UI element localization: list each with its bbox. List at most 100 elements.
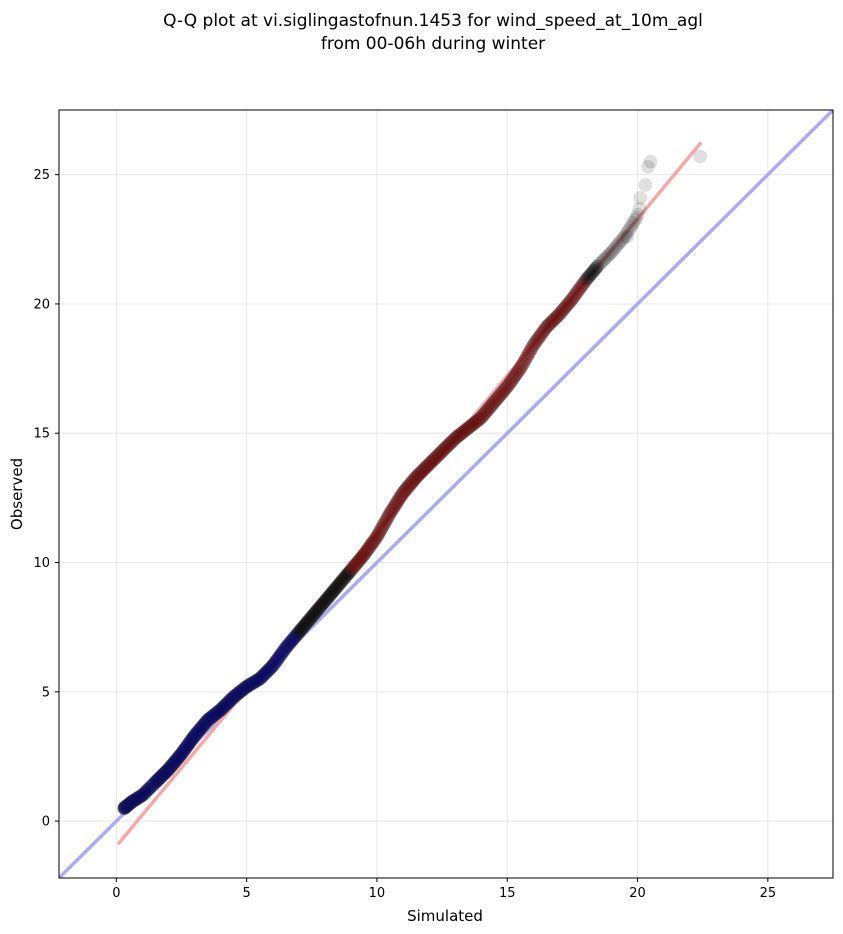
qq-point [265, 659, 280, 674]
qq-point [142, 781, 156, 796]
qq-point [141, 782, 156, 797]
qq-point [167, 755, 182, 770]
qq-point [127, 793, 142, 808]
qq-point [216, 700, 231, 714]
qq-point [302, 612, 317, 627]
qq-point [221, 695, 236, 709]
qq-point [224, 692, 239, 707]
qq-point [449, 430, 464, 445]
qq-point [569, 286, 584, 301]
qq-point [123, 795, 138, 810]
qq-point [457, 424, 472, 438]
qq-point [594, 255, 609, 270]
qq-point [219, 697, 233, 712]
qq-point [155, 768, 170, 782]
qq-point [252, 672, 267, 686]
qq-point [146, 777, 161, 792]
qq-point [197, 717, 212, 731]
qq-point [170, 751, 185, 766]
qq-point [257, 667, 272, 681]
qq-point [129, 791, 144, 806]
qq-point [498, 382, 512, 397]
qq-point [394, 487, 409, 502]
qq-point [578, 274, 592, 289]
qq-point [540, 319, 555, 334]
qq-point [620, 225, 634, 240]
qq-point [119, 799, 134, 814]
qq-point [162, 761, 177, 775]
qq-point [477, 406, 492, 421]
qq-point [391, 493, 405, 508]
qq-point [195, 719, 210, 733]
qq-point [179, 740, 194, 755]
qq-point [602, 247, 616, 262]
qq-point [437, 441, 452, 456]
qq-point [633, 190, 648, 205]
qq-point [445, 434, 460, 448]
qq-point [643, 154, 658, 169]
qq-point [170, 752, 184, 767]
qq-point [324, 586, 339, 601]
qq-point [427, 452, 442, 466]
qq-point [507, 369, 522, 384]
qq-point [326, 584, 341, 598]
qq-point [118, 800, 133, 815]
qq-point [358, 545, 373, 560]
qq-point [344, 562, 359, 577]
qq-point [399, 481, 414, 496]
qq-point [145, 778, 160, 792]
qq-point [179, 739, 194, 754]
qq-point [120, 798, 135, 813]
qq-point [117, 800, 132, 815]
qq-point [126, 793, 141, 808]
qq-point [536, 324, 550, 339]
qq-point [469, 414, 484, 429]
qq-point [332, 577, 346, 592]
qq-point [251, 672, 266, 687]
qq-point [468, 415, 483, 430]
qq-point [229, 687, 244, 702]
qq-point [277, 642, 292, 657]
qq-point [117, 800, 132, 815]
qq-point [570, 284, 585, 299]
qq-point [363, 539, 378, 553]
qq-point [346, 559, 361, 574]
qq-point [325, 585, 340, 600]
qq-point [357, 547, 372, 562]
qq-point [232, 685, 247, 700]
qq-point [380, 511, 394, 526]
qq-point [472, 412, 487, 427]
qq-point [131, 790, 146, 805]
qq-point [509, 367, 523, 382]
qq-point [239, 679, 254, 694]
qq-point [140, 783, 154, 798]
qq-point [618, 228, 633, 242]
qq-point [400, 479, 415, 494]
qq-point [234, 683, 249, 698]
qq-point [272, 649, 287, 664]
qq-point [128, 792, 143, 807]
qq-point [149, 774, 164, 789]
qq-point [159, 764, 174, 779]
qq-point [528, 334, 543, 349]
qq-point [300, 615, 315, 630]
qq-point [382, 507, 397, 522]
qq-point [158, 765, 173, 779]
qq-point [122, 797, 136, 812]
qq-point [120, 798, 135, 813]
qq-point [516, 356, 530, 371]
qq-point [130, 791, 145, 806]
qq-point [355, 550, 369, 564]
qq-point [238, 680, 253, 695]
qq-point [584, 267, 598, 281]
qq-point [599, 250, 613, 265]
qq-point [519, 351, 533, 366]
qq-point [226, 689, 241, 704]
qq-point [125, 794, 140, 808]
qq-point [377, 516, 392, 530]
qq-point [435, 444, 450, 459]
qq-point [421, 458, 435, 473]
qq-point [150, 773, 165, 788]
qq-point [237, 681, 252, 696]
qq-point [440, 439, 455, 454]
